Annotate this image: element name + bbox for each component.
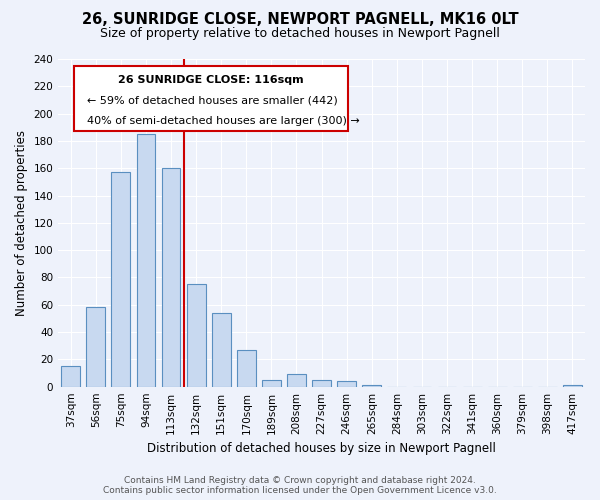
X-axis label: Distribution of detached houses by size in Newport Pagnell: Distribution of detached houses by size … [147,442,496,455]
Bar [287,374,306,386]
Bar [312,380,331,386]
Y-axis label: Number of detached properties: Number of detached properties [15,130,28,316]
Text: Contains HM Land Registry data © Crown copyright and database right 2024.
Contai: Contains HM Land Registry data © Crown c… [103,476,497,495]
Bar [112,172,130,386]
Bar [262,380,281,386]
Text: 40% of semi-detached houses are larger (300) →: 40% of semi-detached houses are larger (… [87,116,360,126]
Bar [137,134,155,386]
Bar [61,366,80,386]
Text: 26, SUNRIDGE CLOSE, NEWPORT PAGNELL, MK16 0LT: 26, SUNRIDGE CLOSE, NEWPORT PAGNELL, MK1… [82,12,518,28]
Bar [161,168,181,386]
Bar [187,284,206,386]
Text: ← 59% of detached houses are smaller (442): ← 59% of detached houses are smaller (44… [87,96,338,106]
Bar [212,313,230,386]
Bar [86,308,105,386]
Text: Size of property relative to detached houses in Newport Pagnell: Size of property relative to detached ho… [100,28,500,40]
Text: 26 SUNRIDGE CLOSE: 116sqm: 26 SUNRIDGE CLOSE: 116sqm [118,76,304,86]
Bar [337,381,356,386]
Bar [237,350,256,387]
FancyBboxPatch shape [74,66,348,131]
